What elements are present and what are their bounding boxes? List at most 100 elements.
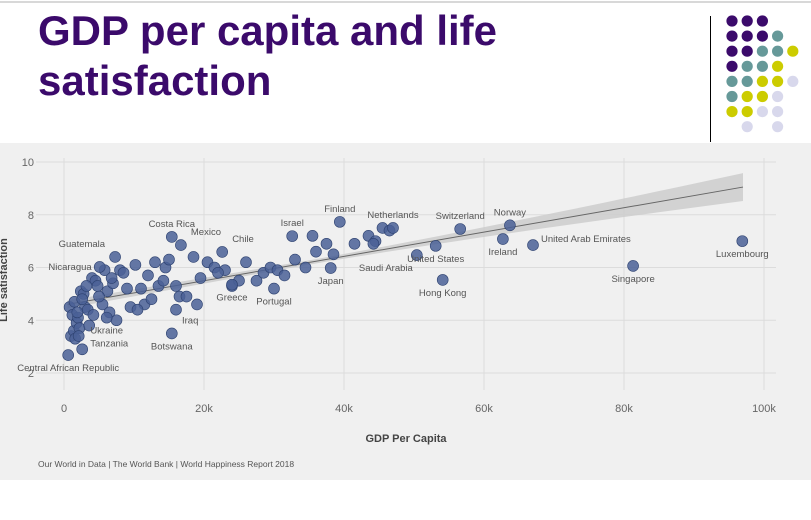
data-point <box>80 280 93 292</box>
point-label: Finland <box>324 204 355 215</box>
data-point <box>71 306 84 319</box>
data-point-finland <box>333 216 346 228</box>
data-point-saudi-arabia <box>410 249 423 261</box>
data-point <box>191 298 203 311</box>
point-label: Ukraine <box>90 326 123 337</box>
decor-dot <box>772 60 784 72</box>
y-tick-label: 10 <box>22 157 34 169</box>
data-point-costa-rica <box>166 231 178 243</box>
decor-dot <box>756 60 769 72</box>
decor-dot <box>756 15 769 27</box>
data-point <box>145 293 158 305</box>
decor-dot <box>772 45 784 57</box>
point-label: Norway <box>494 207 526 218</box>
data-point-norway <box>504 219 516 232</box>
data-point <box>289 253 301 266</box>
point-label: Luxembourg <box>716 249 769 260</box>
decor-dot <box>726 45 738 57</box>
decor-dot <box>772 90 784 103</box>
data-point <box>194 272 207 284</box>
decor-dot <box>756 75 769 87</box>
decor-dot <box>726 75 738 87</box>
data-point <box>93 290 105 303</box>
point-label: Japan <box>318 276 344 287</box>
data-point-chile <box>216 246 228 258</box>
y-tick-label: 4 <box>28 315 34 327</box>
y-axis-title: Life satisfaction <box>0 238 10 322</box>
x-tick-label: 20k <box>195 403 213 415</box>
decor-dot <box>726 60 738 72</box>
decor-dot <box>756 45 769 57</box>
decor-dot <box>741 60 753 72</box>
data-point <box>101 285 114 298</box>
dot-grid-decoration <box>726 15 799 133</box>
data-point <box>348 237 361 250</box>
point-label: Portugal <box>256 297 291 308</box>
data-point <box>83 319 95 332</box>
data-point <box>212 266 224 279</box>
top-border <box>0 1 811 3</box>
point-label: Ireland <box>488 247 517 258</box>
data-point <box>306 230 319 242</box>
data-point <box>278 269 291 282</box>
decor-dot <box>726 30 738 42</box>
decor-dot <box>741 45 753 57</box>
point-label: Hong Kong <box>419 288 467 299</box>
divider-line <box>710 16 711 142</box>
point-label: Tanzania <box>90 338 129 349</box>
data-point-guatemala <box>109 251 121 263</box>
data-point <box>310 245 322 258</box>
decor-dot <box>756 30 769 42</box>
trend-line <box>67 186 744 305</box>
data-point <box>121 282 133 295</box>
data-point-japan <box>324 262 337 274</box>
data-point <box>135 282 147 295</box>
data-point-central-african-republic <box>62 349 74 361</box>
decor-dot <box>756 90 769 103</box>
data-point-singapore <box>627 260 639 272</box>
decor-dot <box>741 121 753 133</box>
data-point-portugal <box>268 282 280 295</box>
point-label: Saudi Arabia <box>359 263 414 274</box>
point-label: Chile <box>232 234 254 245</box>
point-label: Costa Rica <box>149 219 196 230</box>
confidence-band <box>67 173 743 309</box>
decor-dot <box>741 75 753 87</box>
point-label: United States <box>407 254 464 265</box>
decor-dot <box>772 121 784 133</box>
decor-dot <box>726 15 738 27</box>
slide-title: GDP per capita and life satisfaction <box>38 7 498 104</box>
decor-dot <box>726 106 738 118</box>
data-point <box>163 253 175 266</box>
x-axis-title: GDP Per Capita <box>365 433 447 445</box>
data-point <box>149 256 161 269</box>
data-point <box>91 280 104 292</box>
data-point <box>367 237 380 250</box>
data-point-switzerland <box>454 223 467 235</box>
point-label: United Arab Emirates <box>541 234 631 245</box>
point-label: Botswana <box>151 341 193 352</box>
point-label: Greece <box>216 293 247 304</box>
decor-dot <box>756 106 769 118</box>
data-point <box>142 269 154 282</box>
data-point-ukraine <box>100 311 113 324</box>
decor-dot <box>772 75 784 87</box>
data-point <box>129 259 142 271</box>
data-point-united-arab-emirates <box>527 239 539 251</box>
data-point <box>105 272 118 284</box>
data-point <box>117 266 130 279</box>
data-point-tanzania <box>76 343 88 356</box>
y-tick-label: 2 <box>28 368 34 380</box>
data-point-luxembourg <box>736 235 749 247</box>
x-tick-label: 60k <box>475 403 493 415</box>
data-point <box>299 261 312 274</box>
point-label: Iraq <box>182 316 198 327</box>
data-point <box>157 274 170 287</box>
data-point <box>327 248 340 261</box>
data-point-nicaragua <box>93 261 106 273</box>
x-tick-label: 80k <box>615 403 633 415</box>
decor-dot <box>741 30 753 42</box>
data-point <box>180 290 193 303</box>
data-point-iraq <box>170 303 182 316</box>
